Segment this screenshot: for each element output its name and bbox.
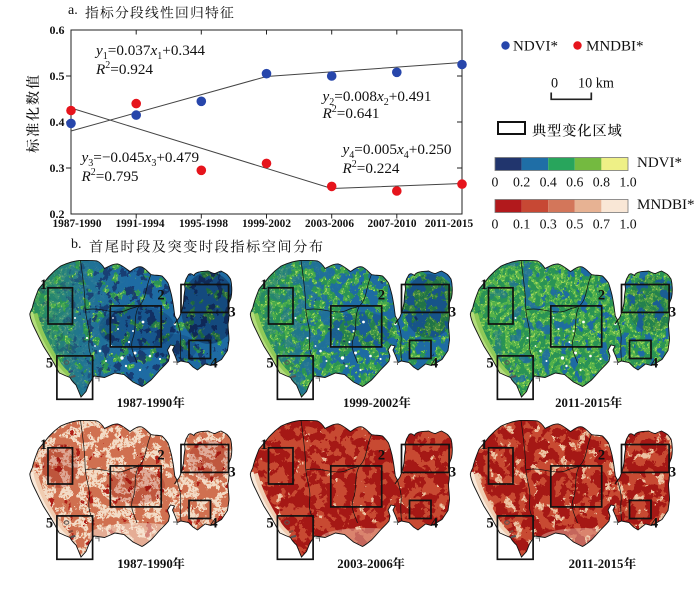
svg-text:0: 0 xyxy=(551,76,558,92)
svg-text:2007-2010: 2007-2010 xyxy=(368,218,417,230)
svg-text:0.4: 0.4 xyxy=(540,174,557,189)
svg-text:0.2: 0.2 xyxy=(50,207,65,221)
svg-text:0.2: 0.2 xyxy=(513,174,530,189)
svg-text:NDVI*: NDVI* xyxy=(513,39,558,55)
svg-text:2003-2006: 2003-2006 xyxy=(305,218,354,230)
svg-text:0.6: 0.6 xyxy=(566,174,583,189)
svg-text:1.0: 1.0 xyxy=(619,216,636,231)
svg-text:0.4: 0.4 xyxy=(50,115,65,129)
svg-text:0.3: 0.3 xyxy=(50,161,65,175)
svg-text:1991-1994: 1991-1994 xyxy=(116,218,165,230)
svg-text:2011-2015: 2011-2015 xyxy=(425,218,474,230)
svg-text:0.8: 0.8 xyxy=(593,174,610,189)
svg-text:0.7: 0.7 xyxy=(593,216,610,231)
svg-text:1999-2002: 1999-2002 xyxy=(242,218,291,230)
svg-text:MNDBI*: MNDBI* xyxy=(586,39,644,55)
svg-text:0.3: 0.3 xyxy=(540,216,557,231)
svg-text:10 km: 10 km xyxy=(578,76,614,92)
svg-text:0.6: 0.6 xyxy=(50,23,65,37)
svg-text:0: 0 xyxy=(492,174,499,189)
svg-text:0.5: 0.5 xyxy=(566,216,583,231)
svg-text:1987-1990: 1987-1990 xyxy=(53,218,102,230)
svg-text:1.0: 1.0 xyxy=(619,174,636,189)
svg-text:0.1: 0.1 xyxy=(513,216,530,231)
svg-text:0.5: 0.5 xyxy=(50,69,65,83)
svg-text:1995-1998: 1995-1998 xyxy=(179,218,228,230)
svg-text:0: 0 xyxy=(492,216,499,231)
